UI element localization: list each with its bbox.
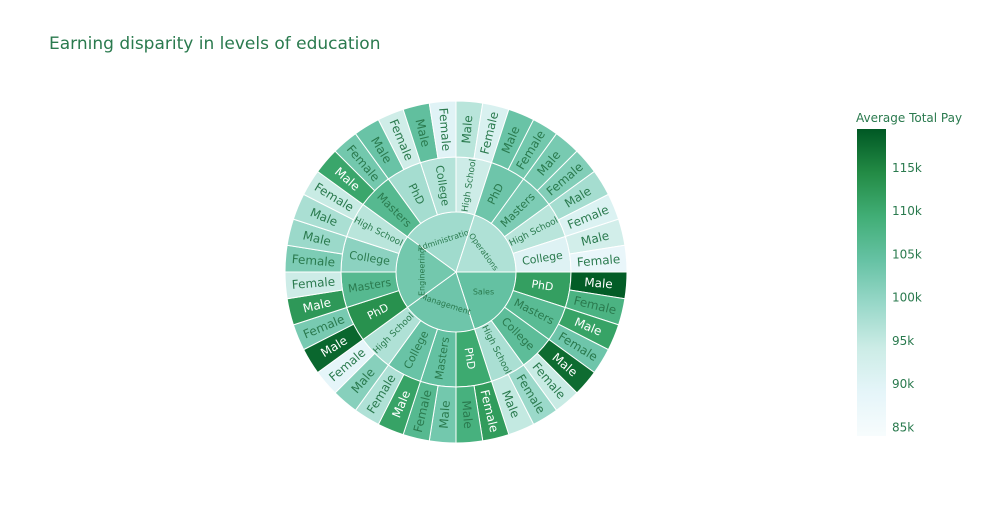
colorbar: Average Total Pay 85k 90k 95k 100k 105k 110k 1…	[856, 111, 962, 436]
colorbar-tick-label: 110k	[892, 204, 922, 218]
colorbar-tick-label: 85k	[892, 420, 914, 434]
level-sales-phd-label: PhD	[531, 278, 555, 294]
dept-engineering-label: Engineering	[418, 248, 427, 296]
colorbar-tick-label: 105k	[892, 247, 922, 261]
colorbar-tick-label: 115k	[892, 161, 922, 175]
colorbar-tick-label: 95k	[892, 334, 914, 348]
level-operations-college-label: College	[521, 249, 564, 268]
colorbar-gradient	[857, 129, 886, 436]
level-administration-college-label: College	[433, 164, 452, 207]
gender-administration-high-school-male-label: Male	[459, 115, 475, 144]
gender-engineering-masters-female-label: Female	[291, 275, 335, 292]
colorbar-tick-label: 100k	[892, 291, 922, 305]
gender-operations-college-female-sector[interactable]	[569, 244, 628, 273]
gender-administration-college-female-label: Female	[436, 107, 453, 151]
dept-sales-label: Sales	[473, 287, 494, 296]
gender-operations-college-male-label: Male	[580, 228, 611, 248]
gender-management-phd-male-label: Male	[459, 400, 475, 429]
colorbar-title: Average Total Pay	[856, 111, 962, 125]
gender-engineering-college-male-label: Male	[301, 228, 332, 248]
gender-operations-college-female-label: Female	[576, 252, 620, 269]
chart-title: Earning disparity in levels of education	[49, 34, 381, 54]
gender-engineering-masters-male-label: Male	[301, 295, 332, 315]
gender-engineering-college-female-label: Female	[291, 252, 335, 269]
gender-management-masters-male-label: Male	[437, 400, 453, 429]
colorbar-ticks: 85k 90k 95k 100k 105k 110k 115k	[892, 161, 922, 434]
colorbar-tick-label: 90k	[892, 377, 914, 391]
gender-administration-college-male-label: Male	[412, 117, 432, 148]
level-management-phd-label: PhD	[462, 347, 478, 371]
level-engineering-college-label: College	[348, 249, 391, 268]
gender-sales-phd-male-label: Male	[584, 275, 613, 291]
